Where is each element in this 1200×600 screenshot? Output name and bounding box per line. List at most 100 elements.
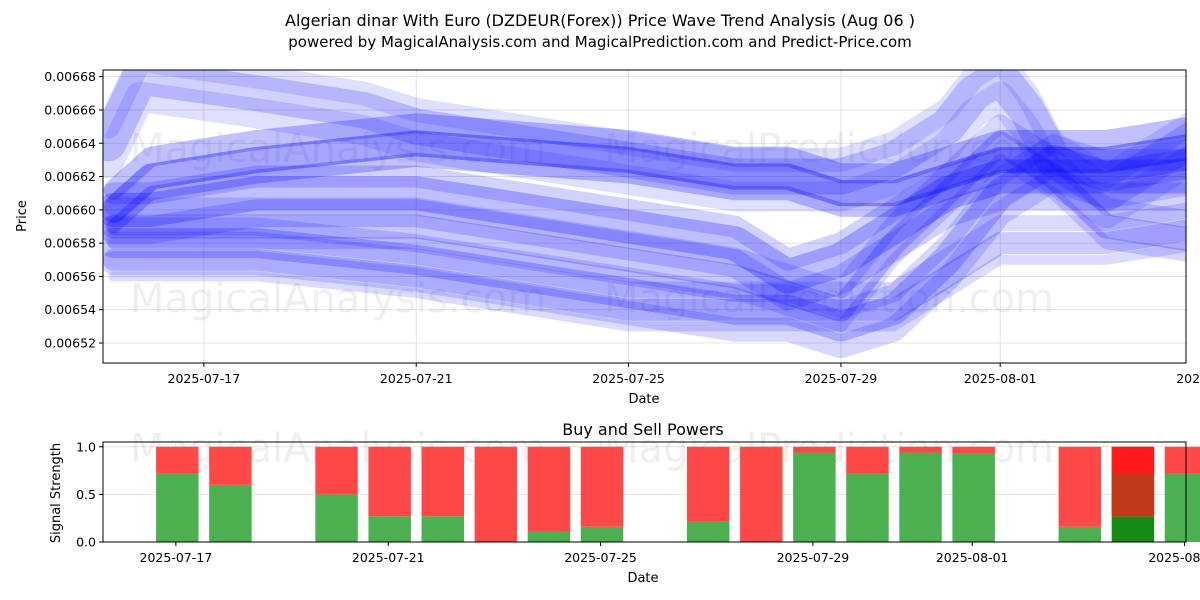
chart-title: Algerian dinar With Euro (DZDEUR(Forex))… [285, 11, 915, 30]
sell-bar [1058, 446, 1102, 527]
price-wave-wave-mid [107, 153, 1186, 333]
price-wave-wave-top-envelope [103, 70, 1186, 212]
price-wave-wave-mid [104, 114, 1186, 299]
price-y-ticks: 0.00652 0.00654 0.00656 0.00658 0.00660 0.006… [44, 69, 103, 351]
signal-bars [156, 446, 1200, 542]
buy-bar [1058, 526, 1102, 542]
price-x-tick-label: 2025-07-17 [168, 371, 241, 386]
price-x-ticks: 2025-07-17 2025-07-21 2025-07-25 2025-07-29… [168, 363, 1200, 386]
price-wave-wave-mid-high [103, 182, 1186, 311]
sell-bar [740, 446, 783, 542]
signal-y-ticks: 0.0 0.5 1.0 [76, 439, 103, 550]
buy-bar [368, 516, 411, 542]
price-plot-area [103, 70, 1186, 363]
signal-x-tick-label: 2025-07-25 [564, 550, 637, 565]
sell-bar [315, 446, 358, 495]
price-x-tick-label: 2025-08-01 [964, 371, 1037, 386]
chart-subtitle: powered by MagicalAnalysis.com and Magic… [288, 33, 912, 51]
signal-x-tick-label: 2025-08-05 [1148, 550, 1200, 565]
price-y-tick-label: 0.00654 [44, 302, 96, 317]
buy-bar [156, 473, 199, 542]
price-x-axis-label: Date [628, 392, 659, 407]
price-wave-wave-mid-high [103, 148, 1186, 271]
price-x-tick-label: 2025-08-05 [1176, 371, 1200, 386]
signal-y-axis-label: Signal Strength [49, 443, 64, 543]
buy-bar [580, 526, 624, 542]
price-x-tick-label: 2025-07-21 [380, 371, 453, 386]
buy-bar [421, 516, 464, 542]
price-y-tick-label: 0.00660 [44, 202, 96, 217]
signal-x-tick-label: 2025-07-29 [777, 550, 850, 565]
buy-bar [686, 521, 730, 542]
sell-bar-overlap [1111, 473, 1155, 517]
sell-bar [527, 446, 571, 532]
sell-bar [952, 446, 995, 454]
price-y-tick-label: 0.00664 [44, 136, 96, 151]
price-wave-wave-low [103, 144, 1186, 342]
signal-chart: Buy and Sell Powers MagicalAnalysis.com … [49, 420, 1200, 586]
price-y-tick-label: 0.00658 [44, 236, 96, 251]
price-gridlines [103, 70, 1186, 363]
price-wave-wave-upper [103, 130, 1186, 223]
buy-bar [952, 453, 995, 542]
price-y-tick-label: 0.00666 [44, 102, 96, 117]
price-wave-wave-lower [103, 219, 1186, 321]
sell-bar [421, 446, 464, 517]
price-wave-wave-mid [103, 131, 1186, 322]
signal-plot-frame [102, 441, 1187, 543]
price-wave-wave-top-envelope [103, 70, 1186, 189]
signal-plot-area [103, 442, 1186, 542]
signal-y-tick-label: 1.0 [76, 439, 96, 454]
sell-bar-strong [1111, 446, 1155, 474]
price-wave-wave-upper [106, 152, 1186, 234]
price-wave-wave-top-envelope [103, 81, 1186, 229]
signal-x-tick-label: 2025-07-17 [140, 550, 213, 565]
buy-bar [315, 494, 358, 542]
price-chart: MagicalAnalysis.com MagicalPrediction.co… [15, 69, 1200, 407]
buy-bar [899, 452, 942, 542]
signal-y-tick-label: 0.0 [76, 535, 96, 550]
buy-bar [846, 473, 889, 542]
watermark-analysis: MagicalAnalysis.com [130, 126, 546, 172]
sell-bar [580, 446, 624, 527]
sell-bar [1164, 446, 1200, 474]
price-wave-wave-lower [105, 202, 1186, 298]
watermark-prediction: MagicalPrediction.com [604, 126, 1054, 172]
watermark-analysis-2: MagicalAnalysis.com [130, 276, 546, 322]
price-x-tick-label: 2025-07-25 [592, 371, 665, 386]
price-wave-bands [103, 70, 1186, 359]
buy-bar [1111, 516, 1155, 542]
price-wave-wave-upper [103, 113, 1186, 200]
sell-bar [846, 446, 889, 474]
sell-bar [209, 446, 252, 485]
price-y-tick-label: 0.00668 [44, 69, 96, 84]
buy-bar [1164, 473, 1200, 542]
buy-bar [527, 531, 571, 542]
watermark-prediction-2: MagicalPrediction.com [604, 276, 1054, 322]
price-y-tick-label: 0.00662 [44, 169, 96, 184]
price-watermarks: MagicalAnalysis.com MagicalPrediction.co… [130, 126, 1054, 322]
price-wave-wave-mid-high [103, 159, 1186, 294]
signal-x-tick-label: 2025-08-01 [936, 550, 1009, 565]
sell-bar [686, 446, 730, 522]
signal-x-tick-label: 2025-07-21 [352, 550, 425, 565]
buy-bar [209, 484, 252, 542]
price-plot-frame [102, 69, 1187, 364]
sell-bar [156, 446, 199, 474]
buy-bar [793, 452, 836, 542]
signal-x-ticks: 2025-07-17 2025-07-21 2025-07-25 2025-07-29… [140, 542, 1200, 565]
sell-bar [899, 446, 942, 453]
price-x-tick-label: 2025-07-29 [805, 371, 878, 386]
signal-x-axis-label: Date [627, 571, 658, 586]
price-wave-wave-lower [108, 242, 1186, 332]
sell-bar [793, 446, 836, 453]
price-y-tick-label: 0.00656 [44, 269, 96, 284]
signal-chart-title: Buy and Sell Powers [562, 420, 724, 439]
sell-bar [474, 446, 518, 542]
price-wave-wave-low [104, 134, 1186, 319]
price-wave-wave-low [103, 167, 1186, 359]
price-y-tick-label: 0.00652 [44, 336, 96, 351]
signal-y-tick-label: 0.5 [76, 487, 96, 502]
sell-bar [368, 446, 411, 517]
